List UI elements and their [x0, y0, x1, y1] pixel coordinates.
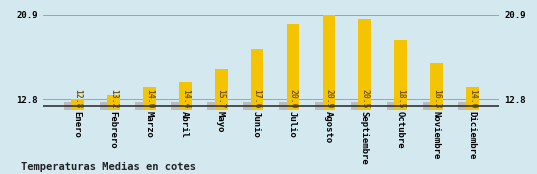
Bar	[315, 102, 328, 110]
Bar	[430, 63, 443, 110]
Text: 20.5: 20.5	[360, 89, 369, 109]
Text: 14.0: 14.0	[468, 89, 477, 109]
Bar	[243, 102, 256, 110]
Text: 13.2: 13.2	[109, 89, 118, 109]
Bar	[215, 69, 228, 110]
Bar	[459, 102, 471, 110]
Bar	[107, 95, 120, 110]
Bar	[387, 102, 399, 110]
Text: 15.7: 15.7	[217, 89, 226, 109]
Bar	[99, 102, 112, 110]
Text: 12.8: 12.8	[73, 89, 82, 109]
Bar	[71, 99, 84, 110]
Bar	[143, 87, 156, 110]
Bar	[351, 102, 364, 110]
Bar	[359, 19, 371, 110]
Bar	[64, 102, 76, 110]
Text: 20.0: 20.0	[288, 89, 297, 109]
Text: 20.9: 20.9	[324, 89, 333, 109]
Bar	[394, 40, 407, 110]
Text: 17.6: 17.6	[252, 89, 262, 109]
Bar	[423, 102, 435, 110]
Text: Temperaturas Medias en cotes: Temperaturas Medias en cotes	[21, 162, 197, 172]
Text: 14.0: 14.0	[145, 89, 154, 109]
Bar	[287, 24, 299, 110]
Bar	[171, 102, 184, 110]
Text: 16.3: 16.3	[432, 89, 441, 109]
Bar	[135, 102, 148, 110]
Bar	[466, 87, 478, 110]
Text: 18.5: 18.5	[396, 89, 405, 109]
Text: 14.4: 14.4	[181, 89, 190, 109]
Bar	[279, 102, 292, 110]
Bar	[251, 49, 263, 110]
Bar	[207, 102, 220, 110]
Bar	[179, 82, 192, 110]
Bar	[323, 15, 335, 110]
